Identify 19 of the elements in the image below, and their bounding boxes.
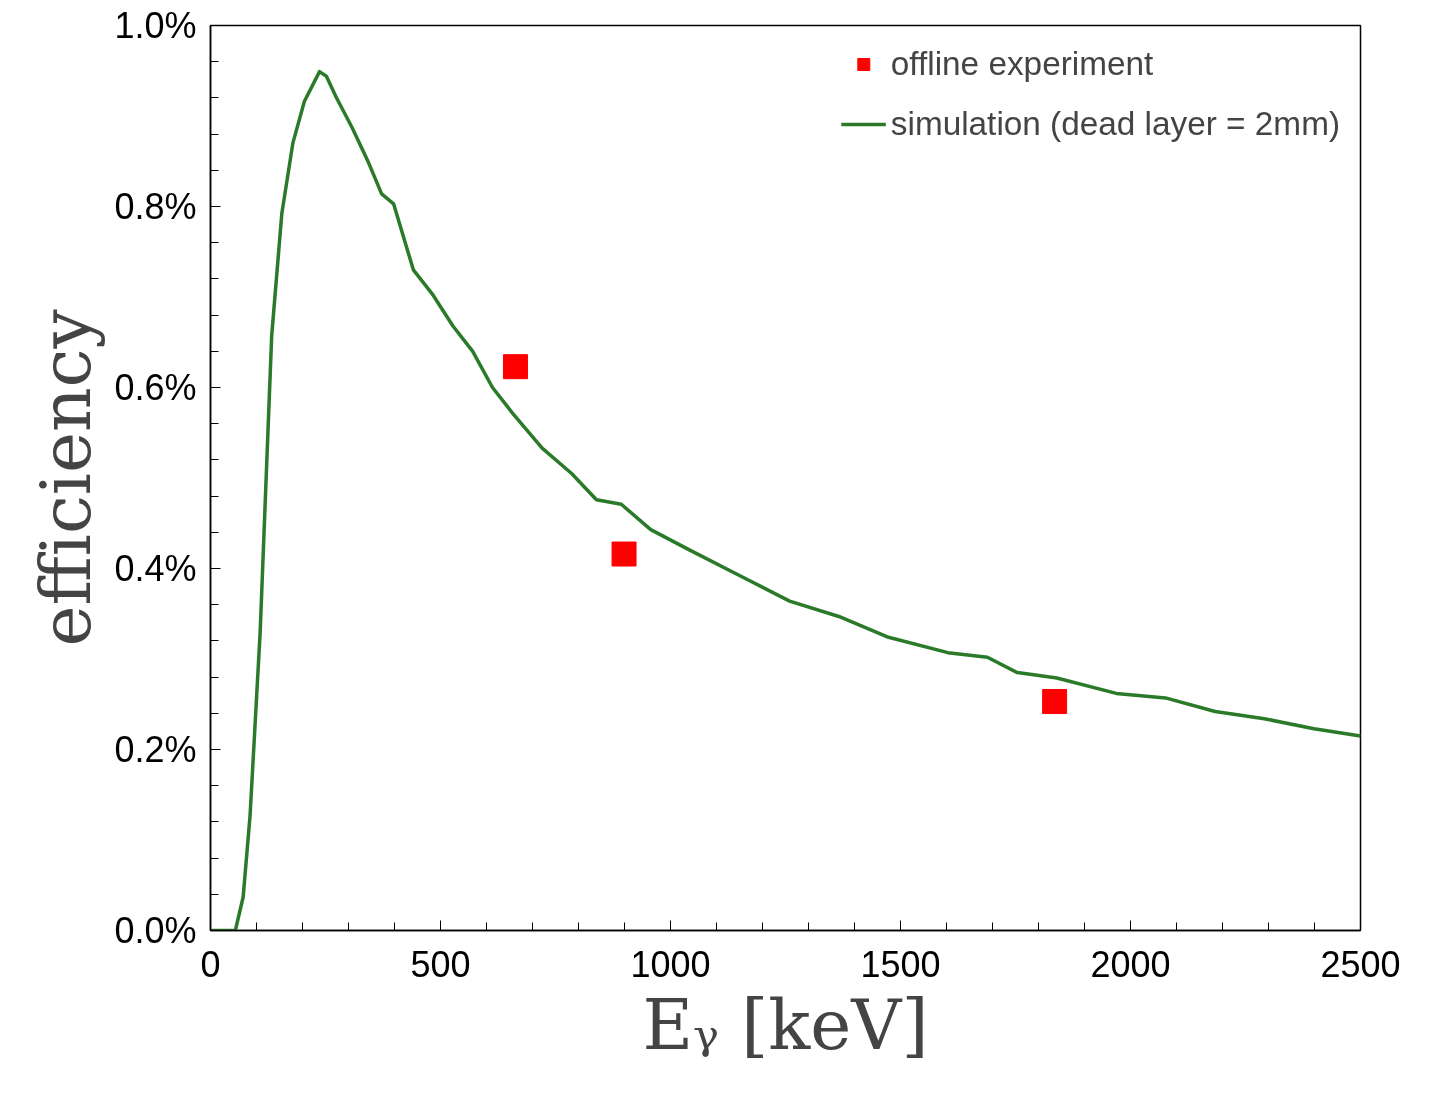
point bbox=[1042, 689, 1068, 715]
point bbox=[611, 541, 637, 567]
x-tick-label: 0 bbox=[200, 943, 221, 985]
y-tick-label: 0.4% bbox=[114, 548, 197, 589]
legend-label: offline experiment bbox=[890, 45, 1154, 83]
x-tick-label: 2500 bbox=[1320, 943, 1401, 985]
x-tick-label: 500 bbox=[410, 943, 471, 985]
point bbox=[502, 354, 528, 380]
y-tick-label: 0.8% bbox=[114, 186, 197, 227]
x-axis-title: Eᵧ [keV] bbox=[642, 984, 929, 1065]
y-axis-title: efficiency bbox=[26, 309, 107, 647]
legend-label: simulation (dead layer = 2mm) bbox=[890, 105, 1340, 143]
y-tick-label: 0.2% bbox=[114, 729, 197, 770]
x-tick-label: 1000 bbox=[630, 943, 711, 985]
x-tick-label: 2000 bbox=[1090, 943, 1171, 985]
x-tick-label: 1500 bbox=[860, 943, 941, 985]
y-tick-label: 0.6% bbox=[114, 367, 197, 408]
y-tick-label: 0.0% bbox=[114, 910, 197, 951]
y-tick-label: 1.0% bbox=[114, 5, 197, 46]
